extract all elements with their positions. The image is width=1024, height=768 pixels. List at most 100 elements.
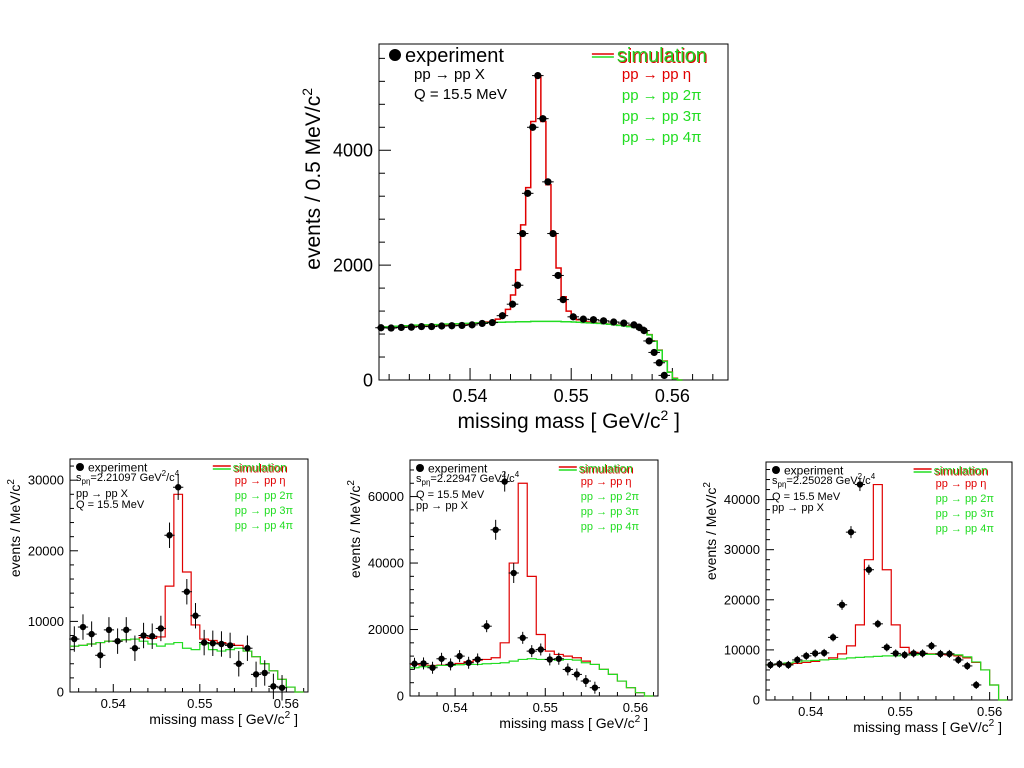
data-point xyxy=(599,317,608,325)
data-point xyxy=(397,323,405,332)
data-point xyxy=(478,319,486,328)
data-point xyxy=(519,634,526,642)
data-point xyxy=(114,637,121,645)
chart-panel-3: 0.54 0.55 0.56 0 20000 40000 60000 missing mass… xyxy=(346,459,659,731)
data-point xyxy=(428,322,436,331)
info-line-2: Q = 15.5 MeV xyxy=(76,499,145,511)
data-point xyxy=(458,321,466,330)
info-line-1: pp → pp X xyxy=(414,66,485,83)
data-point xyxy=(252,671,260,678)
y-tick-label: 20000 xyxy=(724,592,760,607)
legend-experiment-marker xyxy=(389,49,401,61)
legend-simulation-label-shadow: simulation xyxy=(580,462,634,476)
simulation-background-line xyxy=(379,320,683,381)
legend-simulation-label-shadow: simulation xyxy=(618,46,708,68)
data-point xyxy=(468,321,476,329)
data-point xyxy=(937,650,944,658)
chart-panel-2: 0.54 0.55 0.56 0 10000 20000 30000 missing mass… xyxy=(6,458,309,727)
x-tick-label: 0.54 xyxy=(101,696,126,711)
x-tick-label: 0.56 xyxy=(623,700,648,715)
data-point xyxy=(278,684,286,691)
y-tick-label: 20000 xyxy=(368,622,404,637)
data-point xyxy=(820,649,828,657)
info-line-1: Q = 15.5 MeV xyxy=(416,489,485,501)
data-point xyxy=(377,324,385,332)
simulation-total-line xyxy=(766,483,1008,701)
data-point xyxy=(88,630,95,638)
data-point xyxy=(407,323,415,331)
data-point xyxy=(448,322,456,330)
data-point xyxy=(610,318,618,326)
data-point xyxy=(157,625,165,632)
chart-panel-1: 0.54 0.55 0.56 0 2000 4000 missing mass [ GeV/… xyxy=(299,43,729,433)
data-point xyxy=(483,622,490,630)
y-axis-label: events / MeV/c2 xyxy=(702,482,719,581)
simulation-background-line xyxy=(70,638,304,693)
legend-entry-2: pp → pp 2π xyxy=(235,490,294,502)
legend-experiment-label: experiment xyxy=(784,463,844,477)
data-point xyxy=(534,71,542,80)
chart-panel-4: 0.54 0.55 0.56 0 10000 20000 30000 40000 missing… xyxy=(702,461,1013,735)
legend-experiment-label: experiment xyxy=(428,461,488,475)
legend-entry-2: pp → pp 2π xyxy=(581,491,640,503)
data-point xyxy=(510,569,517,577)
data-point xyxy=(564,666,572,673)
data-point xyxy=(582,677,590,685)
data-point xyxy=(829,634,837,641)
data-point xyxy=(544,178,552,186)
data-point xyxy=(218,640,225,648)
data-point xyxy=(519,229,527,238)
legend-entry-4: pp → pp 4π xyxy=(581,521,640,533)
data-point xyxy=(964,662,971,670)
simulation-background-line xyxy=(410,658,654,697)
data-point xyxy=(591,684,599,691)
data-point xyxy=(946,650,953,658)
y-tick-label: 40000 xyxy=(724,492,760,507)
y-tick-label: 0 xyxy=(57,685,64,700)
data-point xyxy=(910,650,917,657)
info-line-1: Q = 15.5 MeV xyxy=(772,491,841,503)
y-tick-label: 20000 xyxy=(28,543,64,558)
data-point xyxy=(166,532,173,539)
y-tick-label: 0 xyxy=(397,689,404,704)
x-axis-label: missing mass [ GeV/c2 ] xyxy=(457,407,680,433)
data-point xyxy=(149,633,156,640)
data-point xyxy=(640,327,648,335)
data-point xyxy=(209,640,216,647)
plot-frame xyxy=(69,458,309,693)
data-point xyxy=(537,646,544,653)
x-tick-label: 0.55 xyxy=(554,386,589,406)
data-point xyxy=(901,651,908,659)
data-point xyxy=(847,528,855,536)
x-tick-label: 0.56 xyxy=(655,386,690,406)
data-point xyxy=(474,656,481,663)
legend-experiment-label: experiment xyxy=(88,460,148,474)
y-axis-label: events / MeV/c2 xyxy=(346,480,363,579)
plot-frame xyxy=(378,43,729,381)
data-point xyxy=(524,189,532,197)
x-tick-label: 0.54 xyxy=(798,704,823,719)
data-point xyxy=(573,671,581,678)
legend-experiment-marker xyxy=(772,466,780,474)
data-point xyxy=(554,271,562,280)
data-point xyxy=(492,526,499,534)
y-tick-label: 2000 xyxy=(333,255,373,275)
legend-entry-2: pp → pp 2π xyxy=(936,493,995,505)
legend-simulation-label: simulation xyxy=(934,463,988,477)
data-point xyxy=(892,650,899,657)
data-point xyxy=(883,644,890,651)
y-tick-label: 10000 xyxy=(28,614,64,629)
y-axis-label: events / MeV/c2 xyxy=(6,479,23,578)
legend-entry-1: pp → pp η xyxy=(235,475,286,487)
data-point xyxy=(776,660,783,668)
data-point xyxy=(123,626,130,634)
data-point xyxy=(429,664,436,671)
data-point xyxy=(71,635,78,643)
legend-simulation-label: simulation xyxy=(579,461,633,475)
data-point xyxy=(261,669,268,677)
data-point xyxy=(635,323,643,331)
data-point xyxy=(513,281,522,289)
data-point xyxy=(528,647,535,655)
legend-experiment-marker xyxy=(76,463,84,471)
